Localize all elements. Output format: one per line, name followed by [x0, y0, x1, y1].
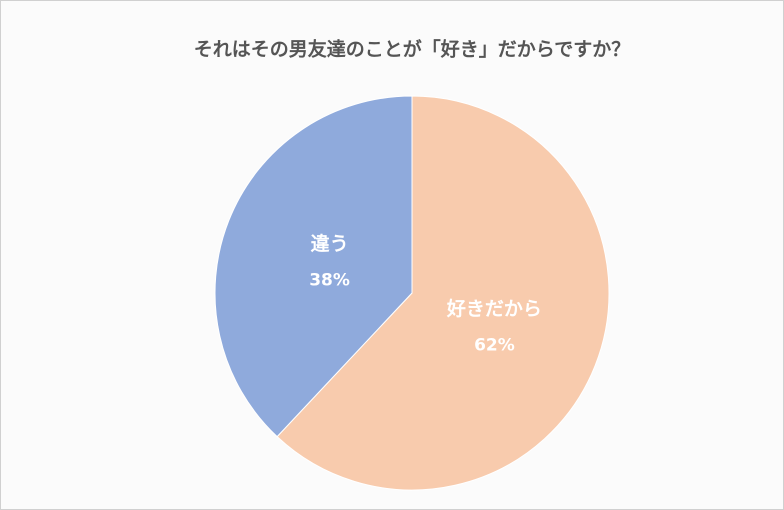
pie-slice	[214, 95, 413, 438]
value-label: 62%	[474, 336, 515, 356]
pie-slice	[276, 95, 610, 491]
slice-label: 違う	[311, 232, 349, 255]
value-label: 38%	[309, 270, 350, 290]
chart-title: それはその男友達のことが「好き」だからですか？	[194, 38, 630, 61]
slice-label: 好きだから	[446, 297, 542, 320]
